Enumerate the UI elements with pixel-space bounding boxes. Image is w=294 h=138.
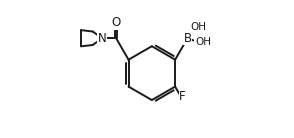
Text: F: F: [179, 90, 186, 103]
Text: OH: OH: [195, 38, 211, 47]
Text: B: B: [183, 32, 192, 45]
Text: OH: OH: [190, 22, 206, 32]
Text: O: O: [111, 16, 121, 29]
Text: N: N: [98, 32, 107, 45]
